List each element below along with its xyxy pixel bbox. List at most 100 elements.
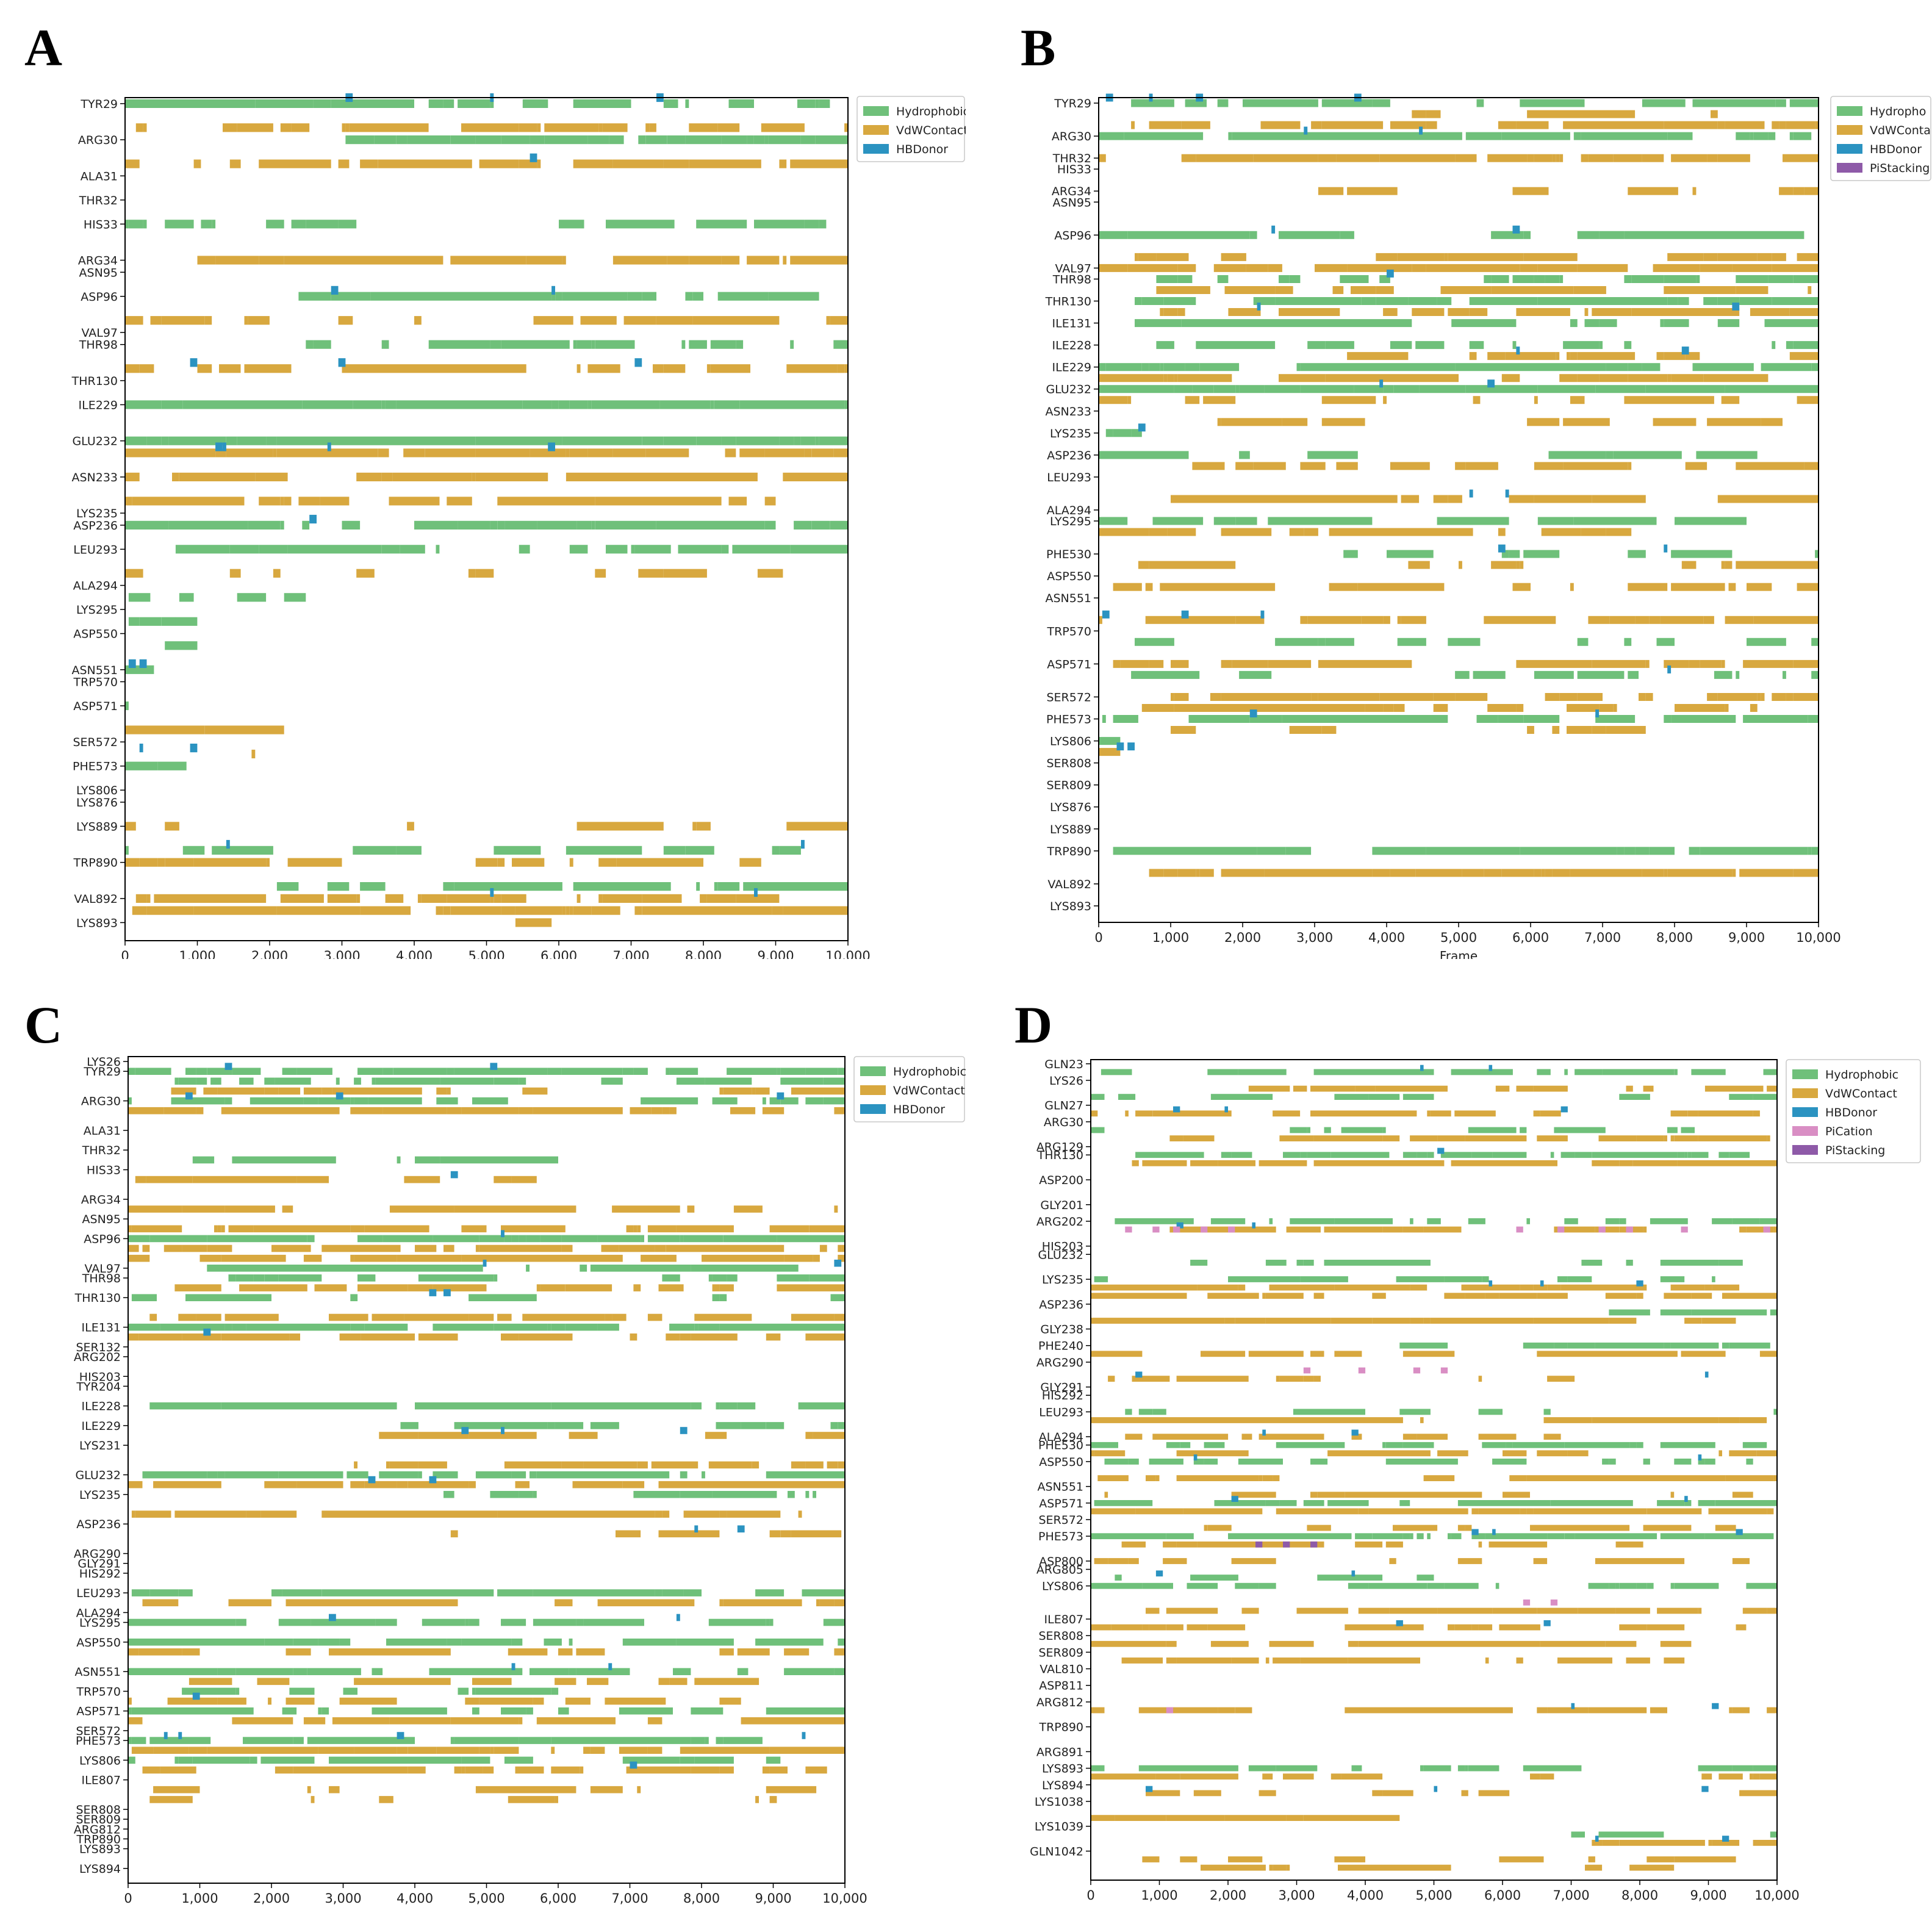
interaction-bar: [318, 1639, 340, 1646]
interaction-bar: [622, 1068, 634, 1075]
interaction-track-vdwcontact: [128, 1244, 845, 1252]
interaction-bar: [1552, 154, 1556, 162]
interaction-bar: [327, 882, 350, 891]
interaction-bar: [450, 135, 476, 145]
interaction-bar: [497, 520, 505, 530]
interaction-bar: [508, 1648, 548, 1656]
interaction-bar: [472, 472, 476, 481]
interaction-bar: [1387, 269, 1394, 278]
interaction-track-hydrophobic: [1135, 297, 1819, 305]
y-axis: LYS26TYR29ARG30ALA31THR32HIS33ARG34ASN95…: [74, 1055, 128, 1876]
interaction-bar: [1142, 1582, 1146, 1589]
interaction-bar: [1698, 1110, 1753, 1117]
interaction-bar: [1099, 528, 1149, 536]
interaction-bar: [569, 545, 588, 554]
interaction-bar: [425, 448, 476, 458]
interaction-bar: [125, 846, 129, 855]
interaction-bar: [1747, 637, 1786, 646]
interaction-bar: [342, 520, 361, 530]
interaction-bar: [1465, 1524, 1472, 1531]
interaction-bar: [1717, 154, 1750, 162]
interaction-bar: [1174, 693, 1189, 701]
interaction-bar: [1667, 1127, 1678, 1133]
interaction-bar: [1260, 121, 1301, 129]
interaction-bar: [1379, 693, 1434, 701]
interaction-bar: [338, 358, 346, 367]
interaction-track-vdwcontact: [149, 1796, 777, 1803]
interaction-bar: [1224, 385, 1236, 393]
interaction-bar: [461, 1107, 519, 1115]
interaction-bar: [1520, 1508, 1527, 1515]
legend-swatch: [863, 106, 889, 116]
interaction-bar: [1701, 1773, 1712, 1780]
interaction-bar: [414, 316, 422, 325]
interaction-bar: [630, 1599, 695, 1607]
interaction-bar: [783, 472, 848, 481]
interaction-bar: [197, 364, 212, 373]
interaction-bar: [329, 1786, 340, 1794]
interaction-bar: [1516, 308, 1570, 316]
interaction-bar: [1577, 264, 1628, 272]
interaction-bar: [1239, 385, 1265, 393]
interaction-bar: [150, 316, 162, 325]
interaction-bar: [526, 256, 559, 265]
interaction-bar: [1113, 583, 1142, 591]
interaction-bar: [1440, 847, 1520, 855]
interaction-bar: [1671, 715, 1736, 723]
interaction-bar: [1465, 132, 1502, 140]
interaction-bar: [461, 1766, 465, 1774]
interaction-bar: [1325, 374, 1405, 382]
interaction-bar: [1588, 1856, 1595, 1862]
interaction-bar: [255, 99, 314, 108]
interaction-bar: [374, 135, 397, 145]
interaction-bar: [454, 1737, 515, 1744]
interaction-bar: [295, 906, 361, 915]
interaction-bar: [1691, 1293, 1712, 1299]
interaction-bar: [1135, 385, 1174, 393]
interaction-bar: [1253, 297, 1276, 305]
interaction-bar: [1681, 561, 1697, 569]
interaction-bar: [469, 1618, 479, 1626]
interaction-track-vdwcontact: [1160, 303, 1819, 316]
interaction-bar: [761, 123, 805, 132]
interaction-bar: [128, 1225, 132, 1233]
interaction-bar: [260, 1756, 315, 1764]
interaction-bar: [1557, 1276, 1568, 1282]
interaction-track-vdwcontact: [515, 918, 552, 927]
residue-label: THR32: [79, 194, 118, 207]
interaction-bar: [1619, 1094, 1650, 1100]
interaction-track-vdwcontact: [1125, 1429, 1561, 1440]
interaction-bar: [1592, 1152, 1678, 1158]
interaction-bar: [1091, 1110, 1098, 1117]
interaction-bar: [1563, 121, 1585, 129]
interaction-bar: [429, 1476, 437, 1484]
interaction-bar: [472, 1707, 479, 1715]
interaction-bar: [1468, 1127, 1517, 1133]
interaction-bar: [1455, 462, 1466, 470]
interaction-bar: [1181, 610, 1189, 619]
residue-label: LYS893: [1042, 1762, 1083, 1776]
interaction-bar: [1224, 1106, 1228, 1113]
interaction-bar: [755, 1087, 770, 1095]
interaction-bar: [1485, 1657, 1489, 1664]
interaction-bar: [1091, 1450, 1094, 1457]
interaction-bar: [1296, 99, 1318, 107]
interaction-track-hydrophobic: [1094, 1276, 1715, 1282]
interaction-bar: [719, 1294, 727, 1301]
interaction-bar: [1348, 1657, 1420, 1664]
interaction-bar: [689, 340, 707, 349]
interaction-bar: [1643, 1524, 1692, 1531]
interaction-bar: [350, 1097, 354, 1105]
interaction-bar: [1725, 616, 1754, 624]
interaction-track-vdwcontact: [128, 1254, 846, 1262]
interaction-track-vdwcontact: [142, 1761, 827, 1774]
interaction-bar: [1567, 1342, 1595, 1349]
interaction-track-hydrophobic: [125, 93, 830, 108]
interaction-bar: [1408, 297, 1423, 305]
interaction-bar: [125, 99, 256, 108]
residue-label: THR98: [1052, 273, 1091, 286]
legend-swatch: [1792, 1107, 1818, 1117]
interaction-track-hydrophobic: [128, 1614, 846, 1626]
interaction-bar: [1725, 561, 1733, 569]
interaction-bar: [1585, 1864, 1603, 1871]
